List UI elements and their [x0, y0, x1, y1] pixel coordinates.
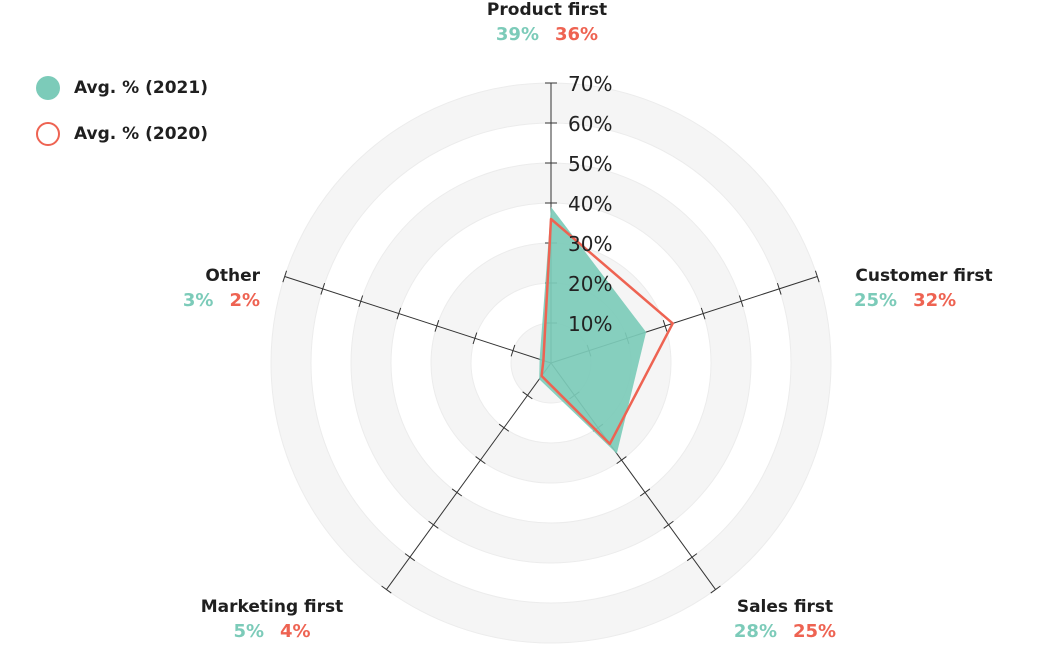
category-values: 39% 36% [447, 24, 647, 45]
value-2021: 39% [495, 24, 539, 45]
axis-tick-3-70 [381, 585, 392, 594]
axis-tick-2-40 [639, 488, 651, 497]
axis-tick-2-30 [616, 456, 627, 465]
axis-tick-1-60 [776, 282, 782, 295]
legend-swatch-2020 [36, 122, 60, 146]
axis-4 [284, 275, 552, 364]
category-values: 5% 4% [172, 621, 372, 642]
axis-tick-3-50 [428, 520, 439, 529]
legend: Avg. % (2021) Avg. % (2020) [36, 76, 208, 168]
category-name: Sales first [736, 597, 834, 617]
category-values: 3% 2% [120, 290, 260, 311]
axis-3 [386, 362, 552, 590]
value-2020: 25% [793, 621, 837, 642]
category-name: Customer first [855, 266, 993, 286]
axis-tick-1-50 [738, 295, 744, 308]
axis-tick-3-60 [404, 553, 416, 562]
axis-tick-2-60 [686, 553, 698, 562]
series-2021-area [539, 207, 647, 454]
axis-tick-3-40 [451, 488, 463, 497]
axis-tick-4-10 [510, 344, 516, 357]
legend-item-2020[interactable]: Avg. % (2020) [36, 122, 208, 146]
value-2021: 28% [733, 621, 777, 642]
axis-tick-4-40 [396, 307, 402, 320]
radial-tick-label: 50% [568, 152, 612, 176]
category-label-customer-first: Customer first 25% 32% [824, 266, 1024, 311]
axis-tick-3-20 [498, 423, 510, 432]
value-2021: 5% [233, 621, 264, 642]
axis-tick-4-50 [358, 295, 364, 308]
axis-tick-3-10 [522, 391, 533, 400]
axis-tick-4-30 [434, 320, 440, 332]
category-values: 25% 32% [824, 290, 1024, 311]
value-2020: 36% [555, 24, 599, 45]
radial-tick-label: 10% [568, 312, 612, 336]
axis-tick-1-30 [662, 320, 668, 332]
category-name: Marketing first [200, 597, 344, 617]
axis-tick-4-60 [320, 282, 326, 295]
legend-label-2021: Avg. % (2021) [74, 78, 208, 98]
axis-tick-1-70 [814, 270, 820, 283]
value-2021: 25% [854, 290, 898, 311]
category-label-sales-first: Sales first 28% 25% [685, 597, 885, 642]
axis-tick-4-20 [472, 332, 478, 345]
category-label-product-first: Product first 39% 36% [447, 0, 647, 45]
axis-tick-2-50 [663, 520, 674, 529]
category-label-marketing-first: Marketing first 5% 4% [172, 597, 372, 642]
radial-tick-label: 40% [568, 192, 612, 216]
value-2020: 32% [913, 290, 957, 311]
legend-item-2021[interactable]: Avg. % (2021) [36, 76, 208, 100]
value-2020: 2% [229, 290, 260, 311]
series-2020-outline [540, 217, 674, 446]
radial-tick-label: 70% [568, 72, 612, 96]
category-name: Product first [486, 0, 608, 20]
radial-tick-label: 60% [568, 112, 612, 136]
value-2020: 4% [280, 621, 311, 642]
category-name: Other [205, 266, 260, 286]
legend-swatch-2021 [36, 76, 60, 100]
category-values: 28% 25% [685, 621, 885, 642]
radial-tick-label: 30% [568, 232, 612, 256]
axis-tick-4-70 [282, 270, 288, 283]
axis-tick-3-30 [475, 456, 486, 465]
legend-label-2020: Avg. % (2020) [74, 124, 208, 144]
value-2021: 3% [182, 290, 214, 311]
axis-tick-2-70 [710, 585, 721, 594]
axis-tick-1-40 [700, 307, 706, 320]
category-label-other: Other 3% 2% [120, 266, 260, 311]
radial-tick-label: 20% [568, 272, 612, 296]
